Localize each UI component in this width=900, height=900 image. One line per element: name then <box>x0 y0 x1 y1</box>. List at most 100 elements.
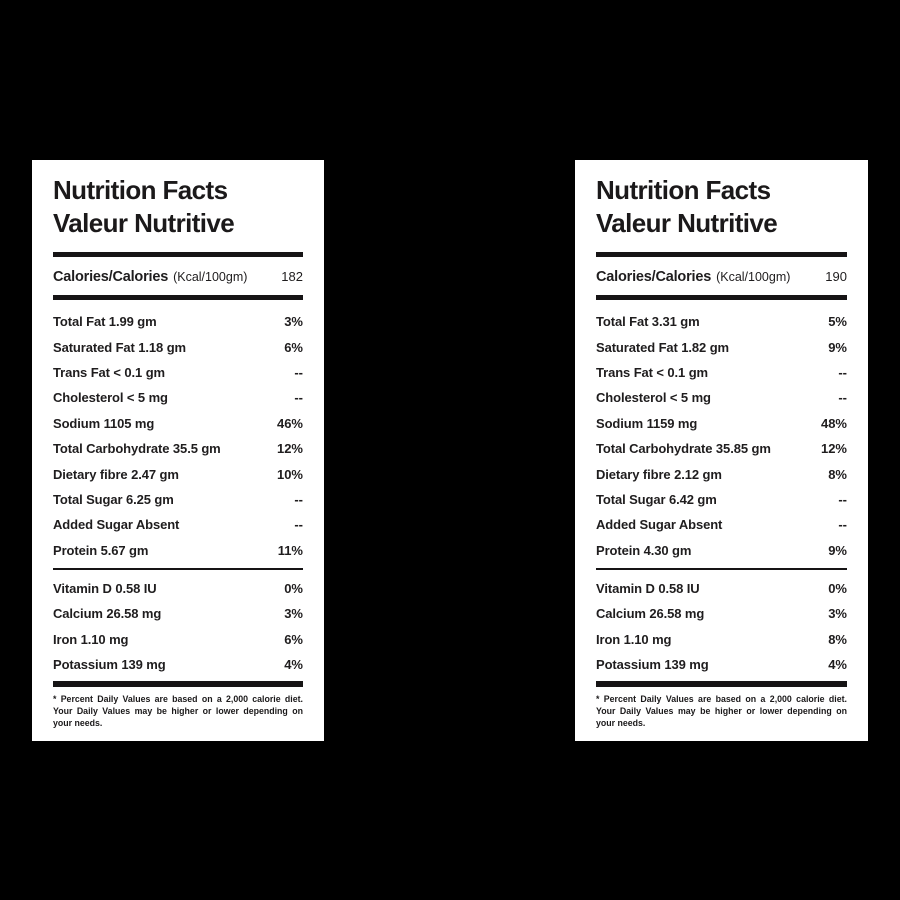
nutrient-name: Trans Fat < 0.1 gm <box>53 364 165 380</box>
nutrient-name: Total Fat 3.31 gm <box>596 314 700 330</box>
rule-below-title <box>53 252 303 257</box>
nutrient-name: Sodium 1105 mg <box>53 415 155 431</box>
nutrient-row: Total Fat 1.99 gm 3% <box>53 309 303 334</box>
nutrition-label-left: Nutrition Facts Valeur Nutritive Calorie… <box>32 160 324 741</box>
nutrient-list: Total Fat 1.99 gm 3% Saturated Fat 1.18 … <box>53 309 303 563</box>
calories-row: Calories/Calories (Kcal/100gm) 190 <box>596 257 847 295</box>
nutrient-daily-value: 3% <box>284 314 303 330</box>
nutrient-daily-value: 3% <box>284 606 303 622</box>
nutrient-daily-value: 6% <box>284 631 303 647</box>
vitamin-list: Vitamin D 0.58 IU 0% Calcium 26.58 mg 3%… <box>596 576 847 678</box>
nutrient-row: Vitamin D 0.58 IU 0% <box>53 576 303 601</box>
nutrient-daily-value: 11% <box>277 542 303 558</box>
nutrient-row: Cholesterol < 5 mg -- <box>53 385 303 410</box>
nutrient-daily-value: 3% <box>828 606 847 622</box>
nutrient-name: Potassium 139 mg <box>53 657 166 673</box>
nutrient-row: Dietary fibre 2.47 gm 10% <box>53 461 303 486</box>
nutrient-name: Sodium 1159 mg <box>596 415 698 431</box>
nutrient-name: Protein 5.67 gm <box>53 542 149 558</box>
rule-below-calories <box>53 295 303 300</box>
nutrient-daily-value: 4% <box>284 657 303 673</box>
nutrient-name: Added Sugar Absent <box>596 517 723 533</box>
nutrient-daily-value: 9% <box>828 339 847 355</box>
nutrient-row: Saturated Fat 1.18 gm 6% <box>53 334 303 359</box>
calories-value: 190 <box>825 269 847 284</box>
nutrient-row: Calcium 26.58 mg 3% <box>596 601 847 626</box>
nutrient-row: Total Fat 3.31 gm 5% <box>596 309 847 334</box>
nutrient-row: Trans Fat < 0.1 gm -- <box>596 360 847 385</box>
calories-label: Calories/Calories <box>53 269 169 285</box>
nutrient-name: Potassium 139 mg <box>596 657 709 673</box>
nutrient-name: Calcium 26.58 mg <box>53 606 162 622</box>
label-title: Nutrition Facts Valeur Nutritive <box>596 174 847 240</box>
nutrient-row: Total Carbohydrate 35.85 gm 12% <box>596 436 847 461</box>
calories-row: Calories/Calories (Kcal/100gm) 182 <box>53 257 303 295</box>
nutrient-name: Iron 1.10 mg <box>596 631 672 647</box>
nutrient-row: Iron 1.10 mg 6% <box>53 627 303 652</box>
calories-value: 182 <box>281 269 303 284</box>
nutrient-daily-value: 0% <box>284 581 303 597</box>
nutrient-name: Total Carbohydrate 35.85 gm <box>596 441 771 457</box>
nutrient-name: Saturated Fat 1.18 gm <box>53 339 186 355</box>
nutrient-name: Dietary fibre 2.12 gm <box>596 466 722 482</box>
nutrient-daily-value: 0% <box>828 581 847 597</box>
nutrient-row: Calcium 26.58 mg 3% <box>53 601 303 626</box>
footnote: * Percent Daily Values are based on a 2,… <box>596 694 847 728</box>
nutrient-daily-value: 9% <box>828 542 847 558</box>
nutrient-name: Vitamin D 0.58 IU <box>596 581 700 597</box>
calories-label: Calories/Calories <box>596 269 712 285</box>
footnote: * Percent Daily Values are based on a 2,… <box>53 694 303 728</box>
nutrient-name: Total Sugar 6.25 gm <box>53 491 174 507</box>
nutrient-row: Potassium 139 mg 4% <box>53 652 303 677</box>
vitamin-list: Vitamin D 0.58 IU 0% Calcium 26.58 mg 3%… <box>53 576 303 678</box>
nutrient-name: Protein 4.30 gm <box>596 542 692 558</box>
nutrient-row: Potassium 139 mg 4% <box>596 652 847 677</box>
nutrient-row: Total Carbohydrate 35.5 gm 12% <box>53 436 303 461</box>
rule-above-vitamins <box>596 567 847 570</box>
nutrient-row: Dietary fibre 2.12 gm 8% <box>596 461 847 486</box>
nutrient-daily-value: 8% <box>828 631 847 647</box>
nutrient-row: Cholesterol < 5 mg -- <box>596 385 847 410</box>
nutrient-name: Calcium 26.58 mg <box>596 606 705 622</box>
calories-unit: (Kcal/100gm) <box>173 270 248 284</box>
nutrient-daily-value: 6% <box>284 339 303 355</box>
nutrient-row: Protein 4.30 gm 9% <box>596 538 847 563</box>
rule-above-footnote <box>596 681 847 688</box>
nutrient-name: Vitamin D 0.58 IU <box>53 581 157 597</box>
nutrient-daily-value: 8% <box>828 466 847 482</box>
nutrient-daily-value: 10% <box>276 466 303 482</box>
nutrient-row: Added Sugar Absent -- <box>53 512 303 537</box>
nutrient-daily-value: 5% <box>828 314 847 330</box>
nutrient-row: Total Sugar 6.42 gm -- <box>596 487 847 512</box>
nutrient-row: Saturated Fat 1.82 gm 9% <box>596 334 847 359</box>
nutrient-daily-value: 48% <box>820 415 847 431</box>
nutrient-name: Iron 1.10 mg <box>53 631 129 647</box>
nutrient-name: Cholesterol < 5 mg <box>53 390 168 406</box>
nutrient-row: Protein 5.67 gm 11% <box>53 538 303 563</box>
nutrient-name: Total Carbohydrate 35.5 gm <box>53 441 221 457</box>
nutrient-row: Total Sugar 6.25 gm -- <box>53 487 303 512</box>
nutrient-daily-value: 12% <box>820 441 847 457</box>
rule-below-title <box>596 252 847 257</box>
nutrient-name: Total Fat 1.99 gm <box>53 314 157 330</box>
nutrient-daily-value: -- <box>294 491 303 507</box>
nutrient-daily-value: 12% <box>276 441 303 457</box>
nutrient-name: Added Sugar Absent <box>53 517 180 533</box>
nutrient-daily-value: -- <box>294 364 303 380</box>
title-english: Nutrition Facts <box>53 175 228 205</box>
nutrient-row: Sodium 1105 mg 46% <box>53 411 303 436</box>
nutrient-name: Total Sugar 6.42 gm <box>596 491 717 507</box>
nutrient-row: Trans Fat < 0.1 gm -- <box>53 360 303 385</box>
nutrient-name: Cholesterol < 5 mg <box>596 390 711 406</box>
nutrient-row: Iron 1.10 mg 8% <box>596 627 847 652</box>
nutrient-daily-value: -- <box>294 517 303 533</box>
title-french: Valeur Nutritive <box>596 208 778 238</box>
nutrient-list: Total Fat 3.31 gm 5% Saturated Fat 1.82 … <box>596 309 847 563</box>
nutrient-row: Sodium 1159 mg 48% <box>596 411 847 436</box>
nutrition-label-right: Nutrition Facts Valeur Nutritive Calorie… <box>575 160 868 741</box>
rule-above-footnote <box>53 681 303 688</box>
nutrient-daily-value: -- <box>294 390 303 406</box>
nutrient-daily-value: -- <box>838 517 847 533</box>
nutrient-daily-value: -- <box>838 364 847 380</box>
